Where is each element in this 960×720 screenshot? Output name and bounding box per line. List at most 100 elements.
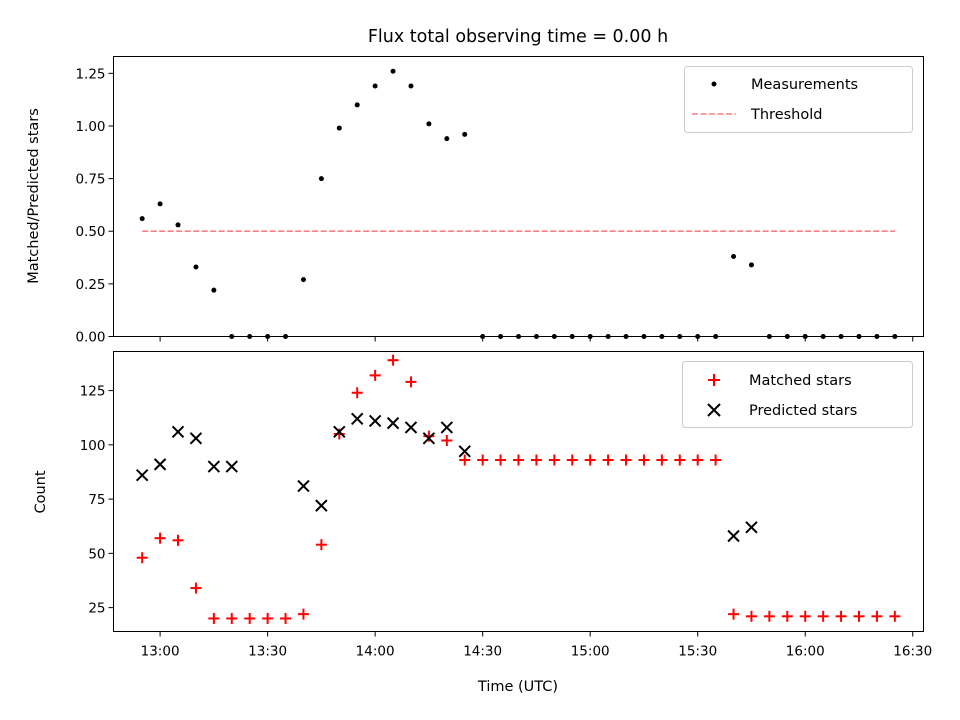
matched-stars-point — [387, 354, 399, 366]
x-tick-label: 13:30 — [248, 644, 287, 660]
top-plot-frame — [113, 56, 924, 337]
measurement-point — [139, 216, 145, 222]
matched-stars-point — [620, 454, 632, 466]
matched-stars-point — [710, 454, 722, 466]
predicted-stars-point — [315, 499, 328, 512]
top-y-tick-label: 0.75 — [75, 172, 105, 188]
predicted-stars-point — [745, 521, 758, 534]
legend-matched-marker — [708, 374, 720, 386]
bottom-y-tick-label: 125 — [80, 384, 106, 400]
top-y-axis-label: Matched/Predicted stars — [26, 108, 42, 284]
x-tick-label: 15:00 — [571, 644, 610, 660]
matched-stars-point — [441, 434, 453, 446]
matched-stars-point — [190, 582, 202, 594]
top-panel: Flux total observing time = 0.00 h Match… — [26, 27, 924, 346]
matched-stars-point — [602, 454, 614, 466]
x-axis-label: Time (UTC) — [477, 679, 558, 695]
bottom-y-axis-label: Count — [33, 470, 49, 513]
legend-predicted-label: Predicted stars — [749, 403, 857, 419]
matched-stars-point — [405, 376, 417, 388]
matched-stars-point — [728, 608, 740, 620]
predicted-stars-point — [404, 421, 418, 434]
measurement-point — [408, 83, 414, 89]
matched-stars-point — [280, 612, 292, 624]
top-y-tick-label: 1.00 — [75, 119, 105, 135]
matched-stars-point — [333, 428, 345, 440]
matched-stars-point — [423, 430, 435, 442]
bottom-legend: Matched stars Predicted stars — [682, 361, 913, 428]
predicted-stars-point — [386, 416, 400, 430]
legend-predicted-marker — [707, 403, 721, 417]
predicted-stars-point — [333, 425, 346, 439]
matched-stars-point — [656, 454, 668, 466]
matched-stars-point — [226, 612, 238, 624]
measurement-point — [157, 201, 163, 207]
bottom-y-tick-label: 75 — [88, 492, 105, 508]
measurement-point — [748, 262, 754, 268]
matched-stars-point — [208, 612, 220, 624]
matched-stars-point — [513, 454, 524, 466]
measurement-point — [175, 222, 181, 228]
measurement-point — [731, 254, 737, 259]
bottom-plot-frame — [113, 351, 924, 632]
top-y-tick-label: 0.50 — [75, 224, 105, 240]
top-y-tick-label: 0.25 — [75, 277, 105, 293]
top-y-tick-label: 0.00 — [75, 330, 105, 346]
measurement-point — [354, 102, 360, 108]
matched-stars-point — [871, 610, 883, 622]
matched-stars-point — [781, 610, 793, 622]
legend-matched-label: Matched stars — [749, 373, 852, 389]
matched-stars-point — [477, 454, 489, 466]
matched-stars-point — [584, 454, 596, 466]
legend-measurements-label: Measurements — [751, 77, 858, 93]
measurement-point — [300, 277, 306, 283]
matched-stars-point — [495, 454, 507, 466]
x-tick-label: 16:30 — [893, 644, 932, 660]
measurement-point — [462, 131, 468, 137]
bottom-y-tick-label: 50 — [88, 546, 105, 562]
predicted-stars-point — [171, 425, 185, 439]
predicted-stars-point — [135, 469, 149, 482]
x-tick-label: 14:00 — [356, 644, 395, 660]
matched-stars-point — [530, 454, 542, 466]
matched-stars-point — [889, 610, 901, 622]
matched-stars-point — [817, 610, 829, 622]
matched-stars-point — [154, 532, 166, 544]
bottom-y-tick-label: 25 — [88, 601, 105, 617]
matched-stars-point — [262, 612, 274, 624]
matched-stars-point — [351, 387, 363, 399]
top-y-tick-label: 1.25 — [75, 66, 105, 82]
measurement-point — [390, 68, 396, 74]
bottom-panel: Count Time (UTC) 13:00 13:30 14:00 14:30 15:… — [33, 351, 932, 695]
measurement-point — [444, 136, 450, 142]
predicted-stars-point — [297, 479, 310, 493]
measurement-point — [193, 264, 199, 270]
x-tick-label: 13:00 — [141, 644, 180, 660]
measurement-point — [318, 176, 324, 182]
x-tick-label: 14:30 — [463, 644, 502, 660]
matched-stars-point — [835, 610, 847, 622]
bottom-legend-box — [682, 361, 913, 428]
measurement-point — [426, 121, 432, 127]
x-tick-label: 16:00 — [786, 644, 825, 660]
predicted-stars-point — [351, 412, 364, 425]
predicted-stars-point — [440, 421, 454, 434]
matched-stars-point — [799, 610, 811, 622]
matched-stars-point — [297, 608, 309, 620]
top-legend-box — [684, 66, 913, 133]
matched-stars-point — [692, 454, 704, 466]
top-legend: Measurements Threshold — [684, 66, 913, 133]
x-tick-label: 15:30 — [678, 644, 717, 660]
chart-title: Flux total observing time = 0.00 h — [368, 27, 668, 47]
matched-stars-point — [853, 610, 865, 622]
matched-stars-point — [244, 612, 256, 624]
matched-stars-point — [745, 610, 757, 622]
matched-stars-point — [315, 539, 327, 551]
matched-stars-point — [172, 534, 184, 546]
matched-stars-point — [674, 454, 686, 466]
predicted-stars-point — [368, 414, 382, 428]
legend-threshold-label: Threshold — [750, 107, 822, 123]
matched-stars-point — [459, 454, 471, 466]
predicted-stars-point — [207, 460, 221, 473]
